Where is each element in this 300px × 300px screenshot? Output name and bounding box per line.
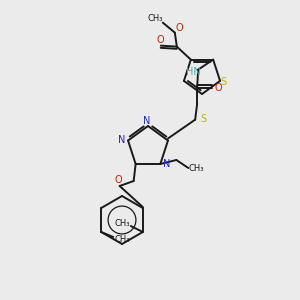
Text: CH₃: CH₃: [114, 220, 130, 229]
Text: CH₃: CH₃: [147, 14, 163, 23]
Text: O: O: [214, 82, 222, 93]
Text: N: N: [143, 116, 151, 126]
Text: S: S: [220, 77, 226, 87]
Text: CH₃: CH₃: [189, 164, 204, 173]
Text: N: N: [118, 134, 126, 145]
Text: O: O: [115, 175, 122, 185]
Text: S: S: [200, 114, 206, 124]
Text: O: O: [156, 34, 164, 45]
Text: HN: HN: [186, 67, 200, 76]
Text: N: N: [163, 159, 170, 169]
Text: O: O: [175, 22, 183, 33]
Text: CH₃: CH₃: [115, 235, 130, 244]
